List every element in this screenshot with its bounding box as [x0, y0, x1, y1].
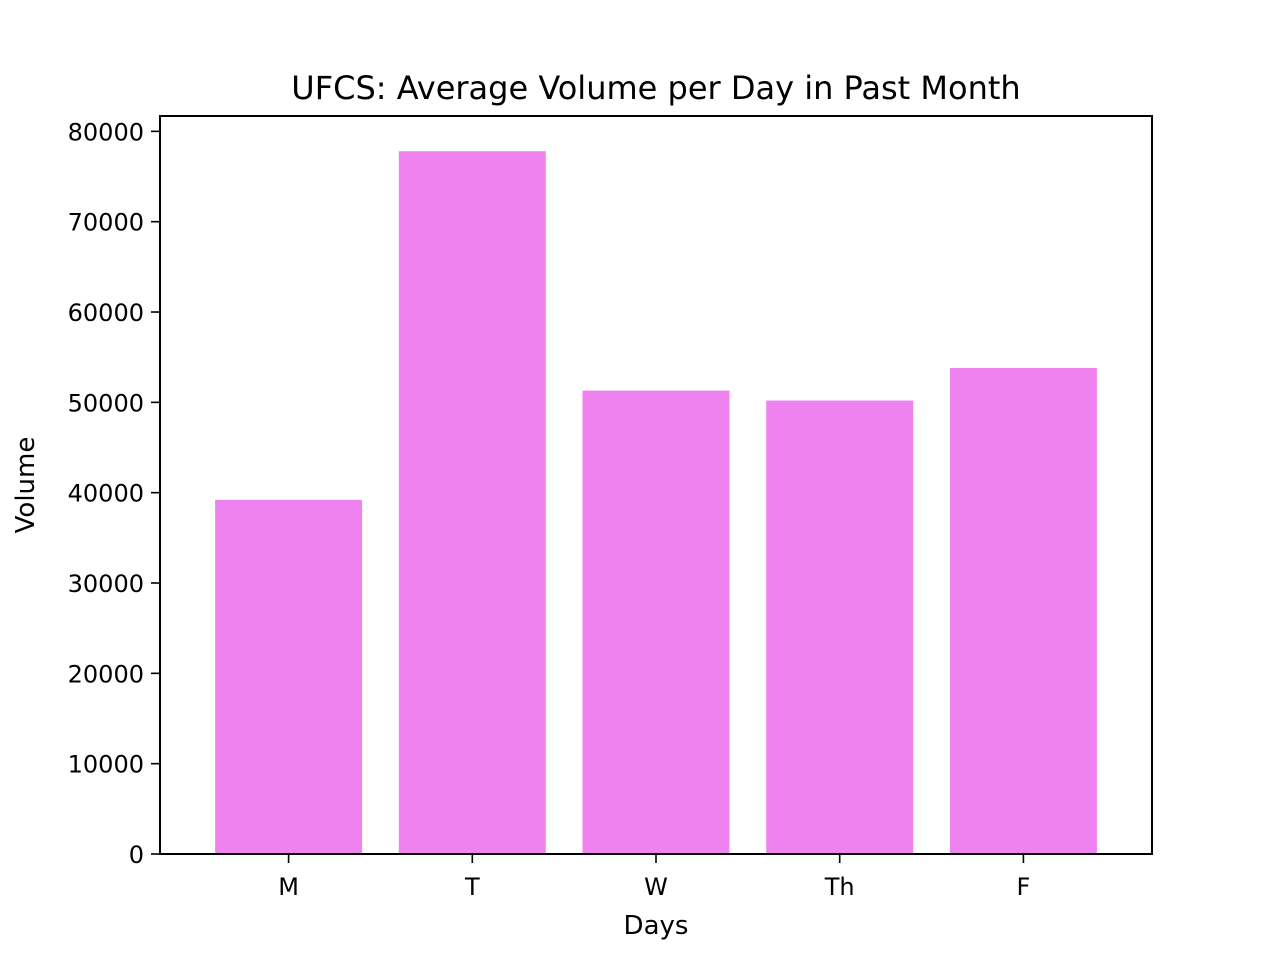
y-tick-label: 30000 [68, 570, 144, 598]
y-tick-label: 60000 [68, 299, 144, 327]
y-tick-label: 20000 [68, 660, 144, 688]
y-tick-label: 80000 [68, 118, 144, 146]
y-tick-label: 70000 [68, 209, 144, 237]
y-tick-label: 50000 [68, 389, 144, 417]
bar-f [949, 368, 1097, 854]
y-axis-ticks: 0 10000 20000 30000 40000 50000 60000 70000 8000… [68, 118, 160, 869]
x-tick-label: M [278, 873, 299, 901]
x-axis-ticks: M T W Th F [278, 854, 1030, 901]
x-tick-label: Th [824, 873, 855, 901]
x-tick-label: T [464, 873, 480, 901]
y-tick-label: 40000 [68, 480, 144, 508]
x-tick-label: F [1017, 873, 1031, 901]
bar-t [398, 151, 546, 854]
x-tick-label: W [644, 873, 668, 901]
bar-w [582, 390, 730, 854]
x-axis-label: Days [624, 911, 689, 941]
y-tick-label: 0 [129, 841, 144, 869]
bars-layer [215, 151, 1097, 854]
y-tick-label: 10000 [68, 751, 144, 779]
bar-th [766, 400, 914, 854]
bar-m [215, 499, 363, 854]
chart-title: UFCS: Average Volume per Day in Past Mon… [291, 69, 1020, 107]
y-axis-label: Volume [11, 437, 41, 534]
